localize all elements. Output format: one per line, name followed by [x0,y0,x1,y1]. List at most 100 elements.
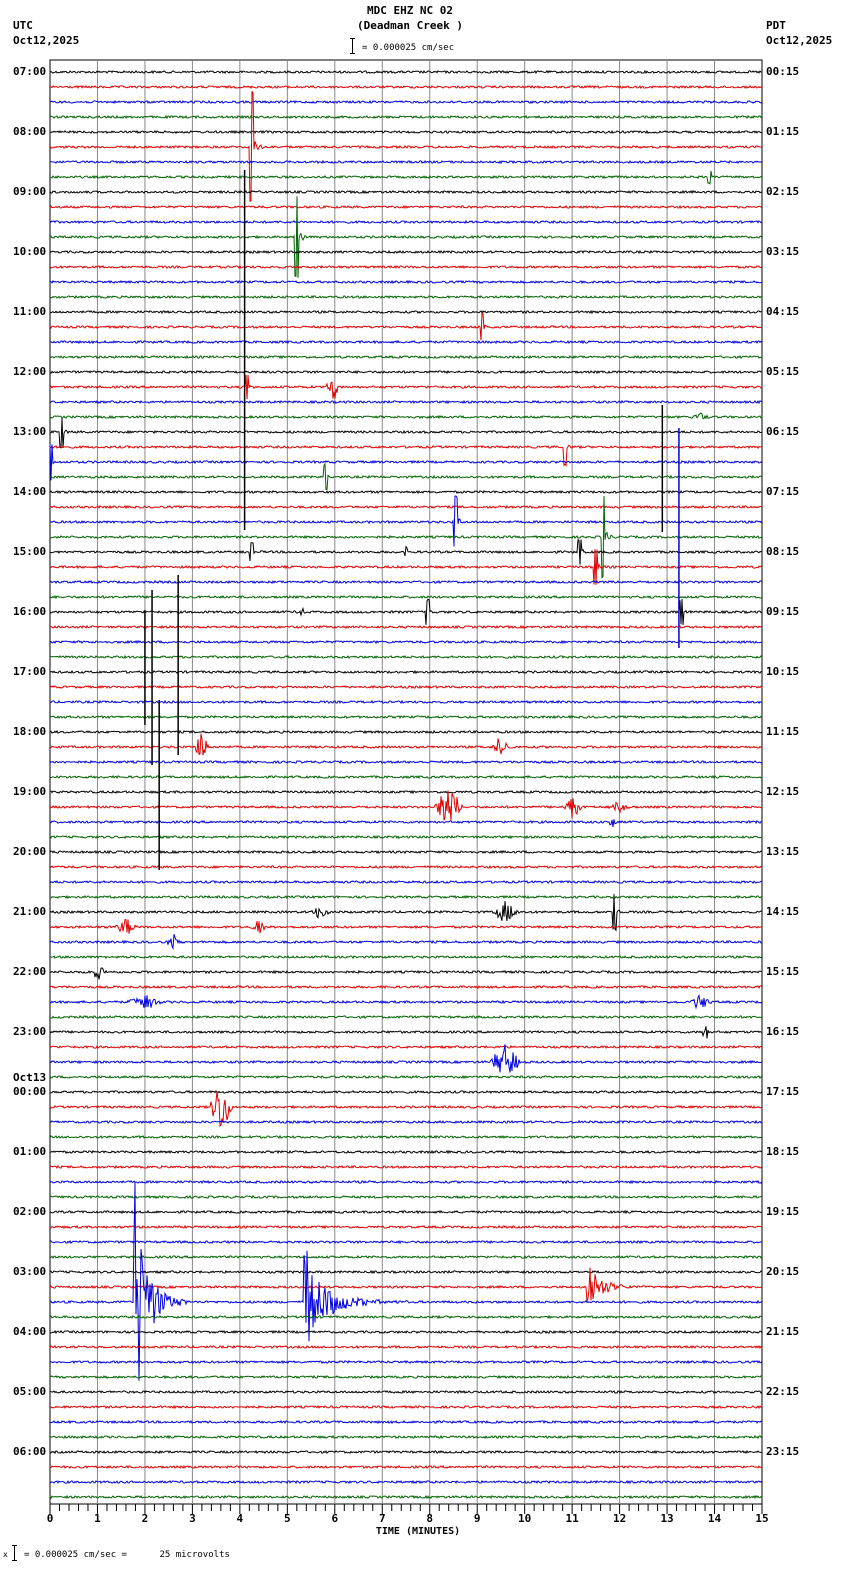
trace-line [49,1209,763,1215]
utc-hour-label: 19:00 [13,785,47,798]
pdt-hour-label: 07:15 [766,485,800,498]
trace-line [49,819,763,827]
pdt-hour-label: 00:15 [766,65,800,78]
trace-line [49,1269,763,1275]
pdt-hour-label: 15:15 [766,965,800,978]
trace-line [49,1389,763,1395]
trace-line [49,1464,763,1470]
trace-line [49,312,763,341]
pdt-hour-label: 04:15 [766,305,800,318]
utc-hour-label: 07:00 [13,65,47,78]
trace-line [49,789,763,795]
trace-line [49,279,763,285]
trace-line [49,1014,763,1020]
trace-line [49,933,763,951]
trace-line [49,1239,763,1245]
trace-line [49,399,763,405]
utc-hour-label: 04:00 [13,1325,47,1338]
pdt-hour-label: 19:15 [766,1205,800,1218]
trace-line [49,918,763,934]
x-tick-label: 14 [707,1512,722,1525]
trace-line [49,1164,763,1170]
utc-hour-label: 20:00 [13,845,47,858]
left-timezone: UTC [13,19,33,32]
pdt-hour-label: 13:15 [766,845,800,858]
pdt-hour-label: 14:15 [766,905,800,918]
pdt-hour-label: 08:15 [766,545,800,558]
trace-line [49,354,763,360]
trace-line [49,1494,763,1500]
trace-line [49,90,763,202]
trace-line [49,1044,763,1050]
trace-line [49,1434,763,1440]
trace-line [49,1194,763,1200]
trace-line [50,1254,763,1260]
trace-line [49,443,763,481]
trace-line [49,69,763,75]
trace-line [49,759,763,765]
trace-line [49,1359,763,1365]
trace-line [49,496,763,579]
trace-line [49,374,763,400]
trace-line [49,1044,763,1073]
trace-line [49,790,763,821]
x-tick-label: 2 [141,1512,149,1525]
x-tick-label: 12 [612,1512,627,1525]
footer-scale-label: = 0.000025 cm/sec = 25 microvolts [24,1550,230,1560]
x-tick-label: 9 [473,1512,481,1525]
trace-line [49,1374,763,1380]
trace-line [49,639,763,645]
trace-line [49,1091,763,1128]
pdt-hour-label: 02:15 [766,185,800,198]
utc-hour-label: 23:00 [13,1025,47,1038]
date-change-label: Oct13 [13,1071,47,1084]
x-tick-label: 1 [94,1512,101,1525]
pdt-hour-label: 20:15 [766,1265,800,1278]
trace-line [49,879,763,885]
x-tick-label: 0 [46,1512,54,1525]
trace-line [49,549,763,585]
utc-hour-label: 21:00 [13,905,47,918]
x-tick-label: 15 [755,1512,769,1525]
trace-line [49,84,763,90]
pdt-hour-label: 21:15 [766,1325,800,1338]
trace-line [49,204,763,210]
trace-line [49,967,763,980]
footer-scale-bar-icon [12,1545,17,1561]
trace-line [49,579,763,585]
utc-hour-label: 13:00 [13,425,47,438]
pdt-hour-label: 03:15 [766,245,800,258]
trace-line [49,1314,763,1320]
trace-line [49,170,763,185]
trace-line [49,495,763,547]
utc-hour-label: 14:00 [13,485,47,498]
utc-hour-label: 06:00 [13,1445,47,1458]
trace-line [49,894,763,932]
utc-hour-label: 08:00 [13,125,47,138]
utc-hour-label: 01:00 [13,1145,47,1158]
trace-line [49,1267,763,1302]
pdt-hour-label: 23:15 [766,1445,800,1458]
trace-line [49,189,763,195]
trace-line [49,264,763,270]
utc-hour-label: 11:00 [13,305,47,318]
station-title: MDC EHZ NC 02 [366,4,454,17]
trace-line [49,1074,763,1080]
x-tick-label: 13 [660,1512,674,1525]
pdt-hour-label: 17:15 [766,1085,800,1098]
trace-line [49,1026,763,1039]
utc-hour-label: 02:00 [13,1205,47,1218]
utc-hour-label: 12:00 [13,365,47,378]
trace-line [49,417,763,449]
trace-line [49,1119,763,1125]
trace-line [49,774,763,780]
trace-line [49,1089,763,1095]
pdt-hour-label: 11:15 [766,725,800,738]
trace-line [49,114,763,120]
trace-line [49,412,763,420]
scale-bar-icon [350,38,355,54]
trace-line [49,539,763,565]
trace-line [49,654,763,660]
trace-line [49,669,763,675]
trace-line [49,714,763,720]
